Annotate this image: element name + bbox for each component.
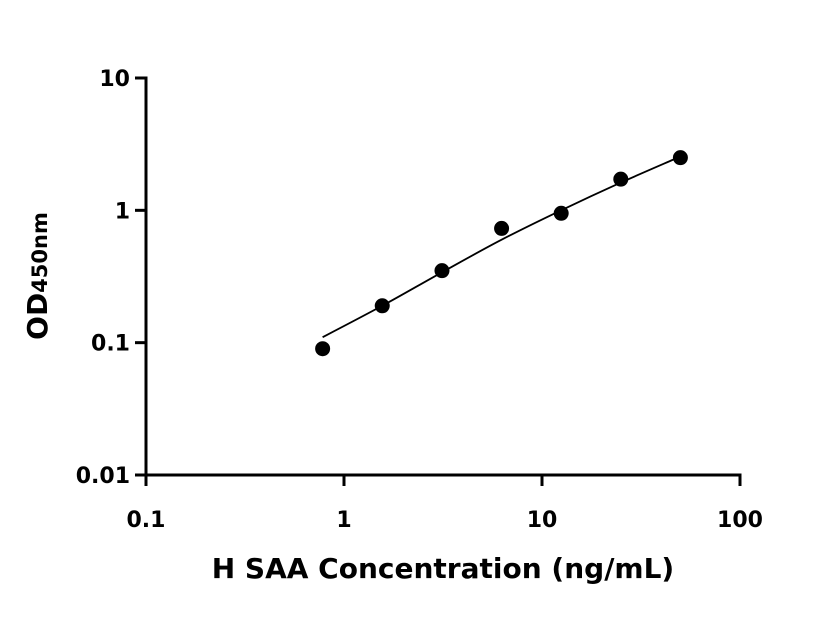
data-point	[613, 171, 629, 187]
y-axis-title: OD450nm	[21, 212, 54, 340]
data-point	[315, 341, 331, 357]
x-tick-label: 100	[717, 508, 763, 533]
y-ticks: 0.01 0.1 1 10	[76, 67, 146, 489]
y-tick-label: 0.1	[91, 332, 130, 357]
data-point	[434, 263, 450, 279]
x-axis: 0.1 1 10 100	[127, 473, 763, 533]
data-points	[315, 150, 688, 357]
y-tick-label: 10	[99, 67, 130, 92]
x-axis-title: H SAA Concentration (ng/mL)	[212, 552, 674, 585]
y-axis-title-main: OD	[21, 293, 54, 340]
x-tick-label: 0.1	[127, 508, 166, 533]
x-tick-label: 1	[336, 508, 351, 533]
y-tick-label: 1	[115, 199, 130, 224]
x-tick-label: 10	[527, 508, 558, 533]
x-ticks: 0.1 1 10 100	[127, 475, 763, 533]
y-axis-title-sub: 450nm	[28, 212, 52, 293]
y-tick-label: 0.01	[76, 464, 130, 489]
data-point	[672, 150, 688, 166]
data-point	[553, 205, 569, 221]
data-point	[374, 298, 390, 314]
y-axis: 0.01 0.1 1 10	[76, 67, 148, 489]
data-point	[494, 220, 510, 236]
